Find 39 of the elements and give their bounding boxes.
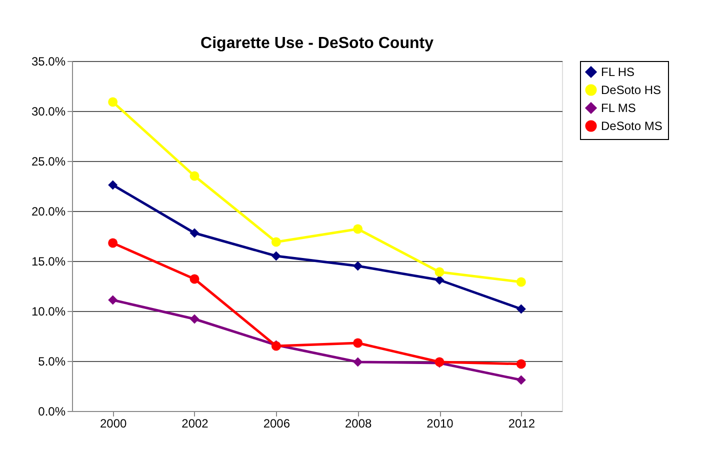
x-tick-label: 2008 (344, 416, 372, 430)
x-tick-label: 2012 (508, 416, 536, 430)
point (108, 180, 118, 190)
point (108, 295, 118, 305)
y-tick-label: 35.0% (31, 54, 66, 68)
point (108, 97, 118, 107)
point (353, 338, 363, 348)
legend-label: FL HS (601, 65, 635, 79)
x-tick-label: 2000 (100, 416, 128, 430)
point (190, 171, 200, 181)
y-tick-label: 0.0% (38, 404, 66, 418)
point (434, 275, 444, 285)
point (353, 224, 363, 234)
y-tick-label: 30.0% (31, 104, 66, 118)
point (190, 228, 200, 238)
point (516, 359, 526, 369)
y-tick-label: 5.0% (38, 354, 66, 368)
legend-label: FL MS (601, 101, 636, 115)
point (516, 277, 526, 287)
point (353, 261, 363, 271)
legend-label: DeSoto HS (601, 83, 662, 97)
legend-label: DeSoto MS (601, 119, 662, 133)
x-tick-label: 2006 (263, 416, 290, 430)
point (434, 267, 444, 277)
y-tick-label: 20.0% (31, 204, 66, 218)
y-tick-label: 10.0% (31, 304, 66, 318)
point (516, 375, 526, 385)
point (516, 304, 526, 314)
point (353, 357, 363, 367)
point (271, 251, 281, 261)
point (190, 274, 200, 284)
point (271, 237, 281, 247)
point (190, 314, 200, 324)
x-tick-label: 2010 (426, 416, 454, 430)
y-tick-label: 15.0% (31, 254, 66, 268)
chart-title: Cigarette Use - DeSoto County (200, 35, 434, 52)
y-tick-label: 25.0% (31, 154, 66, 168)
x-tick-label: 2002 (182, 416, 209, 430)
point (108, 238, 118, 248)
